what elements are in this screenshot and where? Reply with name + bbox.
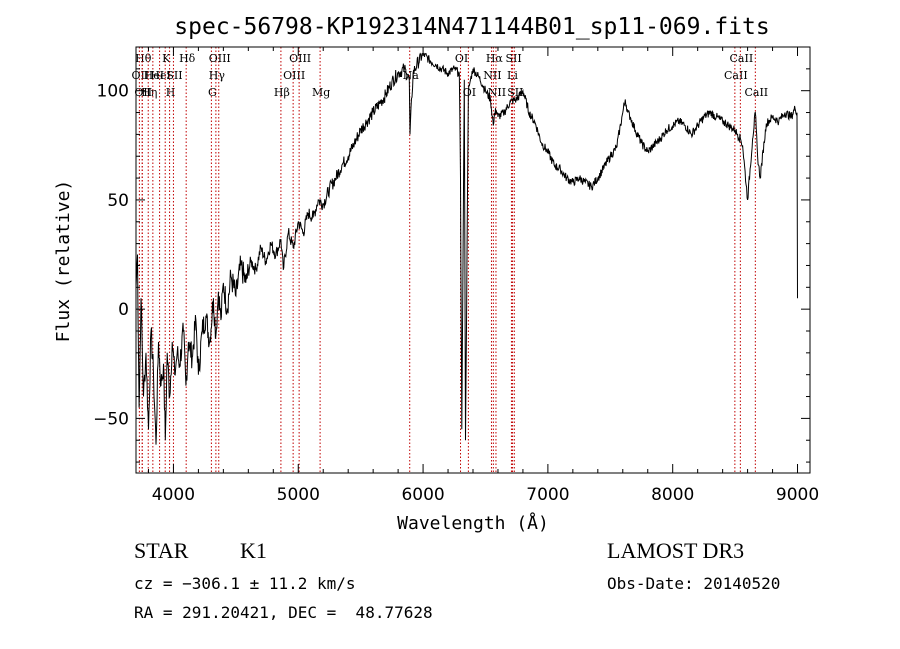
y-tick-label-0: −50 (93, 409, 129, 429)
line-label-1: Hθ (135, 52, 152, 65)
axis-ticks: 4000 5000 6000 7000 8000 9000 −50 0 50 100 (93, 46, 819, 505)
y-tick-label-2: 50 (107, 191, 129, 211)
x-tick-label-3: 7000 (526, 485, 569, 505)
x-axis-label: Wavelength (Å) (397, 512, 549, 534)
y-tick-label-3: 100 (97, 82, 129, 102)
line-label-26: CaII (724, 69, 748, 82)
line-label-10: G (208, 86, 217, 99)
redshift-readout: cz = −306.1 ± 11.2 km/s (134, 574, 356, 593)
line-label-8: SII (166, 69, 182, 82)
spectrum-trace (135, 52, 798, 445)
x-tick-label-4: 8000 (651, 485, 694, 505)
y-axis-label: Flux (relative) (53, 180, 74, 343)
chart-title: spec-56798-KP192314N471144B01_sp11-069.f… (174, 14, 769, 40)
line-label-18: OI (455, 52, 468, 65)
coordinates-readout: RA = 291.20421, DEC = 48.77628 (134, 603, 433, 622)
survey-name: LAMOST DR3 (607, 538, 745, 563)
object-subclass: K1 (240, 538, 267, 563)
line-label-19: OI (463, 86, 476, 99)
line-label-24: SII (505, 52, 521, 65)
line-label-15: OIII (289, 52, 311, 65)
line-label-28: CaII (744, 86, 768, 99)
line-label-16: Mg (312, 86, 330, 99)
line-label-21: Hα (486, 52, 504, 65)
line-label-4: HeI (144, 69, 164, 82)
line-label-6: K (162, 52, 171, 65)
y-tick-label-1: 0 (118, 300, 129, 320)
line-label-20: NII (483, 69, 501, 82)
line-label-13: Hβ (274, 86, 290, 99)
line-label-22: NII (488, 86, 506, 99)
spectral-line-markers: OIIHθOIIHηHeIHeIKHSIIHδGHγOIIIHβOIIIOIII… (132, 47, 768, 473)
line-label-17: Na (403, 69, 420, 82)
line-label-2: OII (134, 86, 152, 99)
observation-date: Obs-Date: 20140520 (607, 574, 781, 593)
line-label-12: OIII (209, 52, 231, 65)
line-label-27: CaII (730, 52, 754, 65)
spectrum-line (135, 52, 798, 445)
line-label-9: Hδ (179, 52, 196, 65)
x-tick-label-5: 9000 (776, 485, 819, 505)
line-label-7: H (166, 86, 176, 99)
line-label-11: Hγ (209, 69, 226, 82)
line-label-3: Hη (141, 86, 157, 99)
x-tick-label-2: 6000 (401, 485, 444, 505)
line-label-14: OIII (283, 69, 305, 82)
object-class: STAR (134, 538, 189, 563)
x-tick-label-0: 4000 (152, 485, 195, 505)
x-tick-label-1: 5000 (277, 485, 320, 505)
